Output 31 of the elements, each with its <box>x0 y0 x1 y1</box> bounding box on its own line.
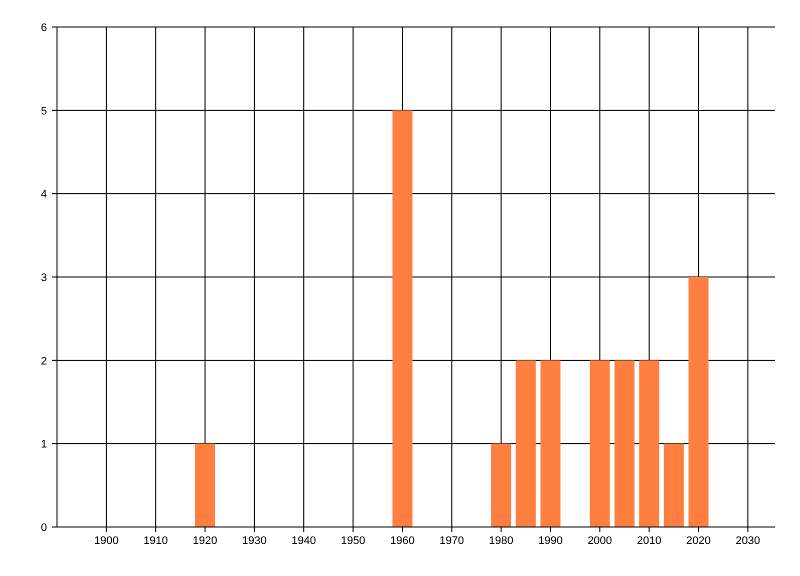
bar <box>614 360 634 527</box>
x-tick-label: 2030 <box>736 535 760 547</box>
x-tick-label: 1920 <box>192 535 218 547</box>
x-tick-label: 1970 <box>440 535 464 547</box>
y-tick-label: 2 <box>40 355 47 368</box>
x-tick-label: 2000 <box>588 535 612 547</box>
bar <box>590 360 610 527</box>
x-tick-label: 1910 <box>143 535 168 547</box>
bar <box>195 444 216 527</box>
x-tick-label: 2020 <box>686 535 711 547</box>
x-tick-label: 1990 <box>538 535 563 547</box>
x-tick-label: 1980 <box>488 535 514 547</box>
x-tick-label: 2010 <box>636 535 662 547</box>
x-tick-label: 1960 <box>390 535 415 547</box>
y-tick-label: 4 <box>40 188 47 201</box>
y-tick-label: 6 <box>40 22 47 34</box>
x-tick-label: 1950 <box>340 535 366 547</box>
bar <box>491 444 512 527</box>
y-tick-label: 5 <box>40 105 47 118</box>
bar <box>516 360 536 527</box>
y-tick-label: 0 <box>40 522 47 534</box>
x-tick-label: 1940 <box>291 535 316 547</box>
y-tick-label: 3 <box>40 272 47 284</box>
bar <box>664 444 684 527</box>
x-tick-label: 1900 <box>94 535 119 547</box>
bar <box>688 277 709 527</box>
x-tick-label: 1930 <box>242 535 267 547</box>
y-tick-label: 1 <box>40 438 47 451</box>
bar <box>540 360 560 527</box>
bar <box>392 110 412 527</box>
bar <box>639 360 660 527</box>
